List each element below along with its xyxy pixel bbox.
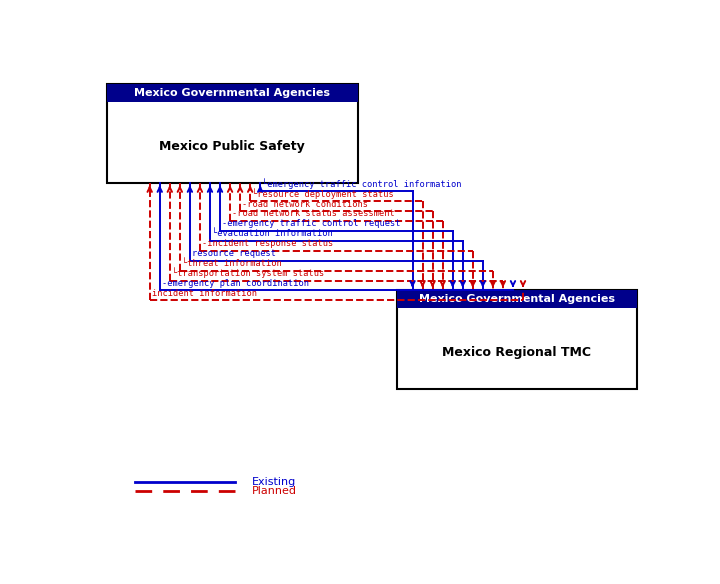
Text: Mexico Governmental Agencies: Mexico Governmental Agencies [135,88,330,98]
Text: Planned: Planned [252,485,297,496]
Text: └resource deployment status: └resource deployment status [253,188,394,199]
Bar [107,84,358,102]
Text: -road network status assessment: -road network status assessment [233,210,395,218]
Text: -emergency traffic control request: -emergency traffic control request [222,220,401,228]
Text: -road network conditions: -road network conditions [243,200,369,208]
Bar [397,290,637,308]
Text: Mexico Governmental Agencies: Mexico Governmental Agencies [419,294,615,304]
Text: -emergency plan coordination: -emergency plan coordination [162,279,309,288]
Text: └transportation system status: └transportation system status [172,267,324,278]
Bar [397,290,637,390]
Text: └evacuation information: └evacuation information [212,230,333,238]
Text: └emergency traffic control information: └emergency traffic control information [262,178,462,189]
Bar [107,84,358,182]
Text: └threat information: └threat information [182,259,282,268]
Text: Existing: Existing [252,477,296,486]
Text: incident information: incident information [152,288,257,298]
Text: Mexico Public Safety: Mexico Public Safety [159,140,305,152]
Text: resource request: resource request [192,249,276,258]
Text: Mexico Regional TMC: Mexico Regional TMC [442,346,591,359]
Text: -incident response status: -incident response status [202,239,333,248]
